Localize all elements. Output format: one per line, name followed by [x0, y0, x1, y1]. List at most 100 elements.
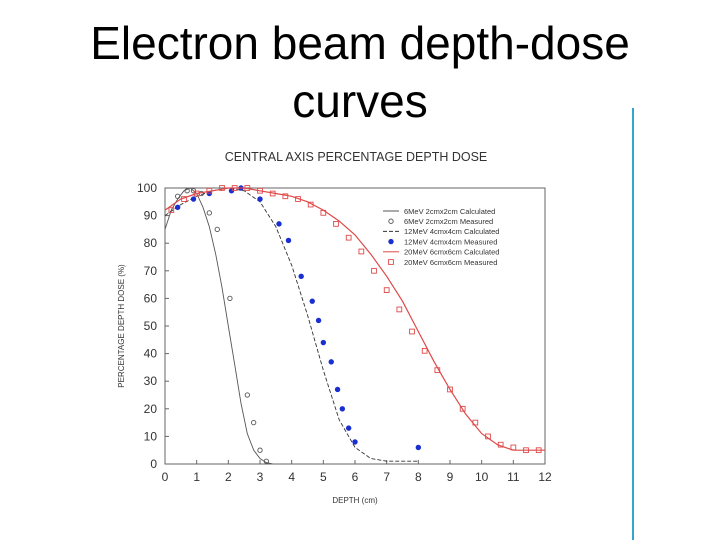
data-point	[257, 447, 263, 453]
data-point	[352, 439, 358, 445]
legend-swatch	[388, 238, 394, 245]
legend-swatch	[388, 218, 394, 224]
data-point	[276, 221, 282, 227]
data-point	[251, 419, 257, 426]
data-point	[383, 287, 390, 293]
legend-entry: 6MeV 2cmx2cm Calculated	[383, 207, 495, 216]
data-point	[190, 196, 197, 202]
y-tick-label: 70	[144, 264, 158, 278]
y-tick-label: 0	[150, 457, 157, 471]
data-point	[206, 187, 213, 194]
series-line	[164, 187, 545, 451]
y-tick-label: 30	[144, 374, 158, 388]
x-tick-label: 5	[320, 470, 327, 484]
data-point	[345, 425, 352, 431]
data-point	[339, 406, 346, 412]
data-point	[282, 193, 289, 200]
x-tick-label: 11	[507, 470, 520, 484]
x-tick-label: 4	[288, 470, 295, 484]
data-point	[328, 359, 334, 365]
data-point	[206, 210, 212, 216]
data-point	[219, 185, 225, 191]
data-point	[345, 234, 352, 241]
y-tick-label: 50	[144, 319, 158, 333]
y-tick-label: 40	[144, 347, 158, 361]
data-point	[523, 447, 529, 454]
series-5	[164, 187, 545, 451]
data-point	[244, 392, 250, 398]
x-tick-label: 10	[475, 470, 489, 484]
data-point	[510, 444, 517, 451]
y-tick-label: 20	[144, 402, 158, 416]
y-tick-label: 100	[137, 181, 157, 195]
data-point	[409, 328, 415, 335]
data-point	[244, 185, 251, 191]
data-point	[295, 196, 301, 202]
data-point	[535, 447, 542, 454]
y-axis-label: PERCENTAGE DEPTH DOSE (%)	[117, 264, 126, 388]
data-point	[472, 419, 479, 426]
x-tick-label: 6	[352, 470, 359, 484]
data-point	[298, 273, 304, 280]
data-point	[334, 386, 341, 393]
data-point	[257, 187, 263, 194]
legend-entry: 20MeV 6cmx6cm Calculated	[383, 248, 499, 257]
data-point	[309, 298, 315, 304]
data-point	[257, 196, 263, 202]
y-tick-label: 80	[144, 236, 158, 250]
data-point	[358, 248, 365, 255]
legend-label: 6MeV 2cmx2cm Calculated	[404, 207, 495, 216]
slide-title: Electron beam depth-dose curves	[0, 14, 720, 130]
x-axis-label: DEPTH (cm)	[332, 496, 378, 505]
data-point	[174, 204, 181, 211]
data-point	[497, 441, 504, 448]
series-4	[174, 185, 422, 451]
x-tick-label: 9	[447, 470, 454, 484]
y-tick-label: 10	[144, 429, 158, 443]
data-point	[285, 237, 292, 244]
data-point	[228, 188, 235, 194]
x-tick-label: 1	[193, 470, 200, 484]
x-tick-label: 0	[162, 470, 169, 484]
legend-entry: 20MeV 6cmx6cm Measured	[388, 258, 497, 267]
legend-label: 6MeV 2cmx2cm Measured	[404, 217, 493, 226]
data-point	[168, 207, 175, 213]
chart-title: CENTRAL AXIS PERCENTAGE DEPTH DOSE	[225, 150, 488, 164]
legend-label: 20MeV 6cmx6cm Calculated	[404, 248, 499, 257]
series-1	[164, 187, 273, 465]
legend-entry: 12MeV 4cmx4cm Measured	[388, 237, 497, 246]
data-point	[184, 188, 190, 194]
data-point	[193, 190, 200, 197]
x-tick-label: 8	[415, 470, 422, 484]
data-point	[459, 405, 466, 412]
data-point	[415, 444, 422, 451]
series-2	[175, 188, 269, 464]
slide-title-line-2: curves	[292, 75, 428, 127]
y-tick-label: 60	[144, 291, 158, 305]
x-tick-label: 2	[225, 470, 232, 484]
data-point	[269, 190, 276, 197]
series-line	[164, 187, 419, 462]
x-tick-label: 3	[257, 470, 264, 484]
series-3	[164, 187, 419, 462]
data-point	[485, 433, 491, 440]
data-point	[447, 386, 453, 393]
series-layer	[164, 185, 545, 465]
legend-entry: 6MeV 2cmx2cm Measured	[388, 217, 493, 226]
data-point	[320, 209, 327, 216]
legend-label: 20MeV 6cmx6cm Measured	[404, 258, 497, 267]
legend-label: 12MeV 4cmx4cm Measured	[404, 237, 497, 246]
legend-swatch	[388, 259, 394, 265]
legend-label: 12MeV 4cmx4cm Calculated	[404, 227, 499, 236]
series-line	[164, 187, 273, 465]
data-point	[307, 201, 314, 208]
data-point	[263, 458, 269, 464]
series-6	[168, 185, 542, 454]
data-point	[315, 317, 322, 324]
accent-divider	[632, 108, 634, 540]
y-tick-label: 90	[144, 209, 158, 223]
data-point	[333, 221, 339, 227]
